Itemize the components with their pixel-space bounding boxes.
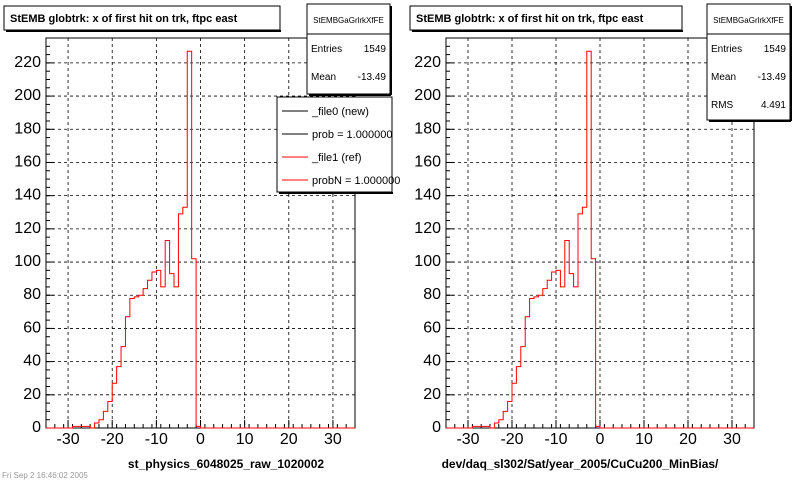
y-tick-label: 80: [423, 286, 441, 303]
stats-name: StEMBGaGrlrkXfFE: [713, 16, 784, 25]
y-tick-label: 140: [14, 187, 41, 204]
title-box: [3, 5, 281, 31]
stats-value: 4.491: [761, 100, 786, 111]
histogram-line: [446, 50, 754, 429]
title-box: [409, 5, 683, 31]
legend-entry-label: probN = 1.000000: [312, 175, 400, 187]
stats-name: StEMBGaGrlrkXfFE: [313, 16, 384, 25]
y-tick-label: 60: [423, 319, 441, 336]
x-tick-label: 30: [324, 431, 342, 448]
y-tick-label: 0: [32, 419, 41, 436]
chart-title: StEMB globtrk: x of first hit on trk, ft…: [10, 13, 238, 25]
y-tick-label: 200: [414, 87, 441, 104]
y-tick-label: 140: [414, 187, 441, 204]
stats-value: 1549: [764, 44, 787, 55]
chart-title: StEMB globtrk: x of first hit on trk, ft…: [416, 13, 644, 25]
y-tick-label: 220: [414, 54, 441, 71]
y-tick-label: 180: [414, 120, 441, 137]
stats-box: [706, 3, 791, 121]
legend-entry-label: _file1 (ref): [311, 152, 362, 164]
y-tick-label: 120: [14, 220, 41, 237]
x-axis-label: dev/daq_sl302/Sat/year_2005/CuCu200_MinB…: [442, 457, 719, 471]
footer-timestamp: Fri Sep 2 16:46:02 2005: [2, 471, 88, 480]
stats-label: Entries: [711, 44, 742, 55]
x-tick-label: -10: [145, 431, 168, 448]
legend-entry-label: prob = 1.000000: [312, 129, 392, 141]
x-tick-label: -30: [456, 431, 479, 448]
x-tick-label: -20: [101, 431, 124, 448]
y-tick-label: 20: [423, 386, 441, 403]
y-tick-label: 40: [23, 353, 41, 370]
histogram-panel-1: -30 -20 -10 0 10 20 30 0 20 40 60 80 100 120 140 160 180…: [3, 3, 400, 471]
y-tick-label: 80: [23, 286, 41, 303]
x-axis-label: st_physics_6048025_raw_1020002: [128, 457, 324, 471]
x-tick-label: 20: [280, 431, 298, 448]
y-tick-label: 220: [14, 54, 41, 71]
x-tick-label: 10: [635, 431, 653, 448]
y-tick-label: 40: [423, 353, 441, 370]
stats-value: 1549: [364, 44, 387, 55]
y-tick-label: 160: [14, 153, 41, 170]
x-tick-label: 20: [679, 431, 697, 448]
y-tick-label: 100: [14, 253, 41, 270]
y-tick-label: 200: [14, 87, 41, 104]
histogram-panel-2: -30 -20 -10 0 10 20 30 0 20 40 60 80 100 120 140 160 180…: [409, 3, 792, 471]
x-tick-label: -30: [57, 431, 80, 448]
x-tick-label: -20: [500, 431, 523, 448]
stats-label: Mean: [711, 72, 736, 83]
y-tick-label: 120: [414, 220, 441, 237]
y-tick-label: 0: [432, 419, 441, 436]
stats-label: Entries: [311, 44, 342, 55]
y-tick-label: 160: [414, 153, 441, 170]
stats-label: RMS: [711, 100, 734, 111]
legend-box: [276, 96, 393, 193]
y-tick-label: 100: [414, 253, 441, 270]
stats-value: -13.49: [758, 72, 787, 83]
x-tick-label: -10: [544, 431, 567, 448]
y-tick-label: 60: [23, 319, 41, 336]
histogram-line: [46, 50, 355, 429]
x-tick-label: 10: [236, 431, 254, 448]
x-tick-label: 30: [723, 431, 741, 448]
legend-entry-label: _file0 (new): [311, 106, 369, 118]
x-tick-label: 0: [196, 431, 205, 448]
stats-label: Mean: [311, 72, 336, 83]
y-tick-label: 20: [23, 386, 41, 403]
y-tick-label: 180: [14, 120, 41, 137]
x-tick-label: 0: [596, 431, 605, 448]
stats-value: -13.49: [358, 72, 387, 83]
